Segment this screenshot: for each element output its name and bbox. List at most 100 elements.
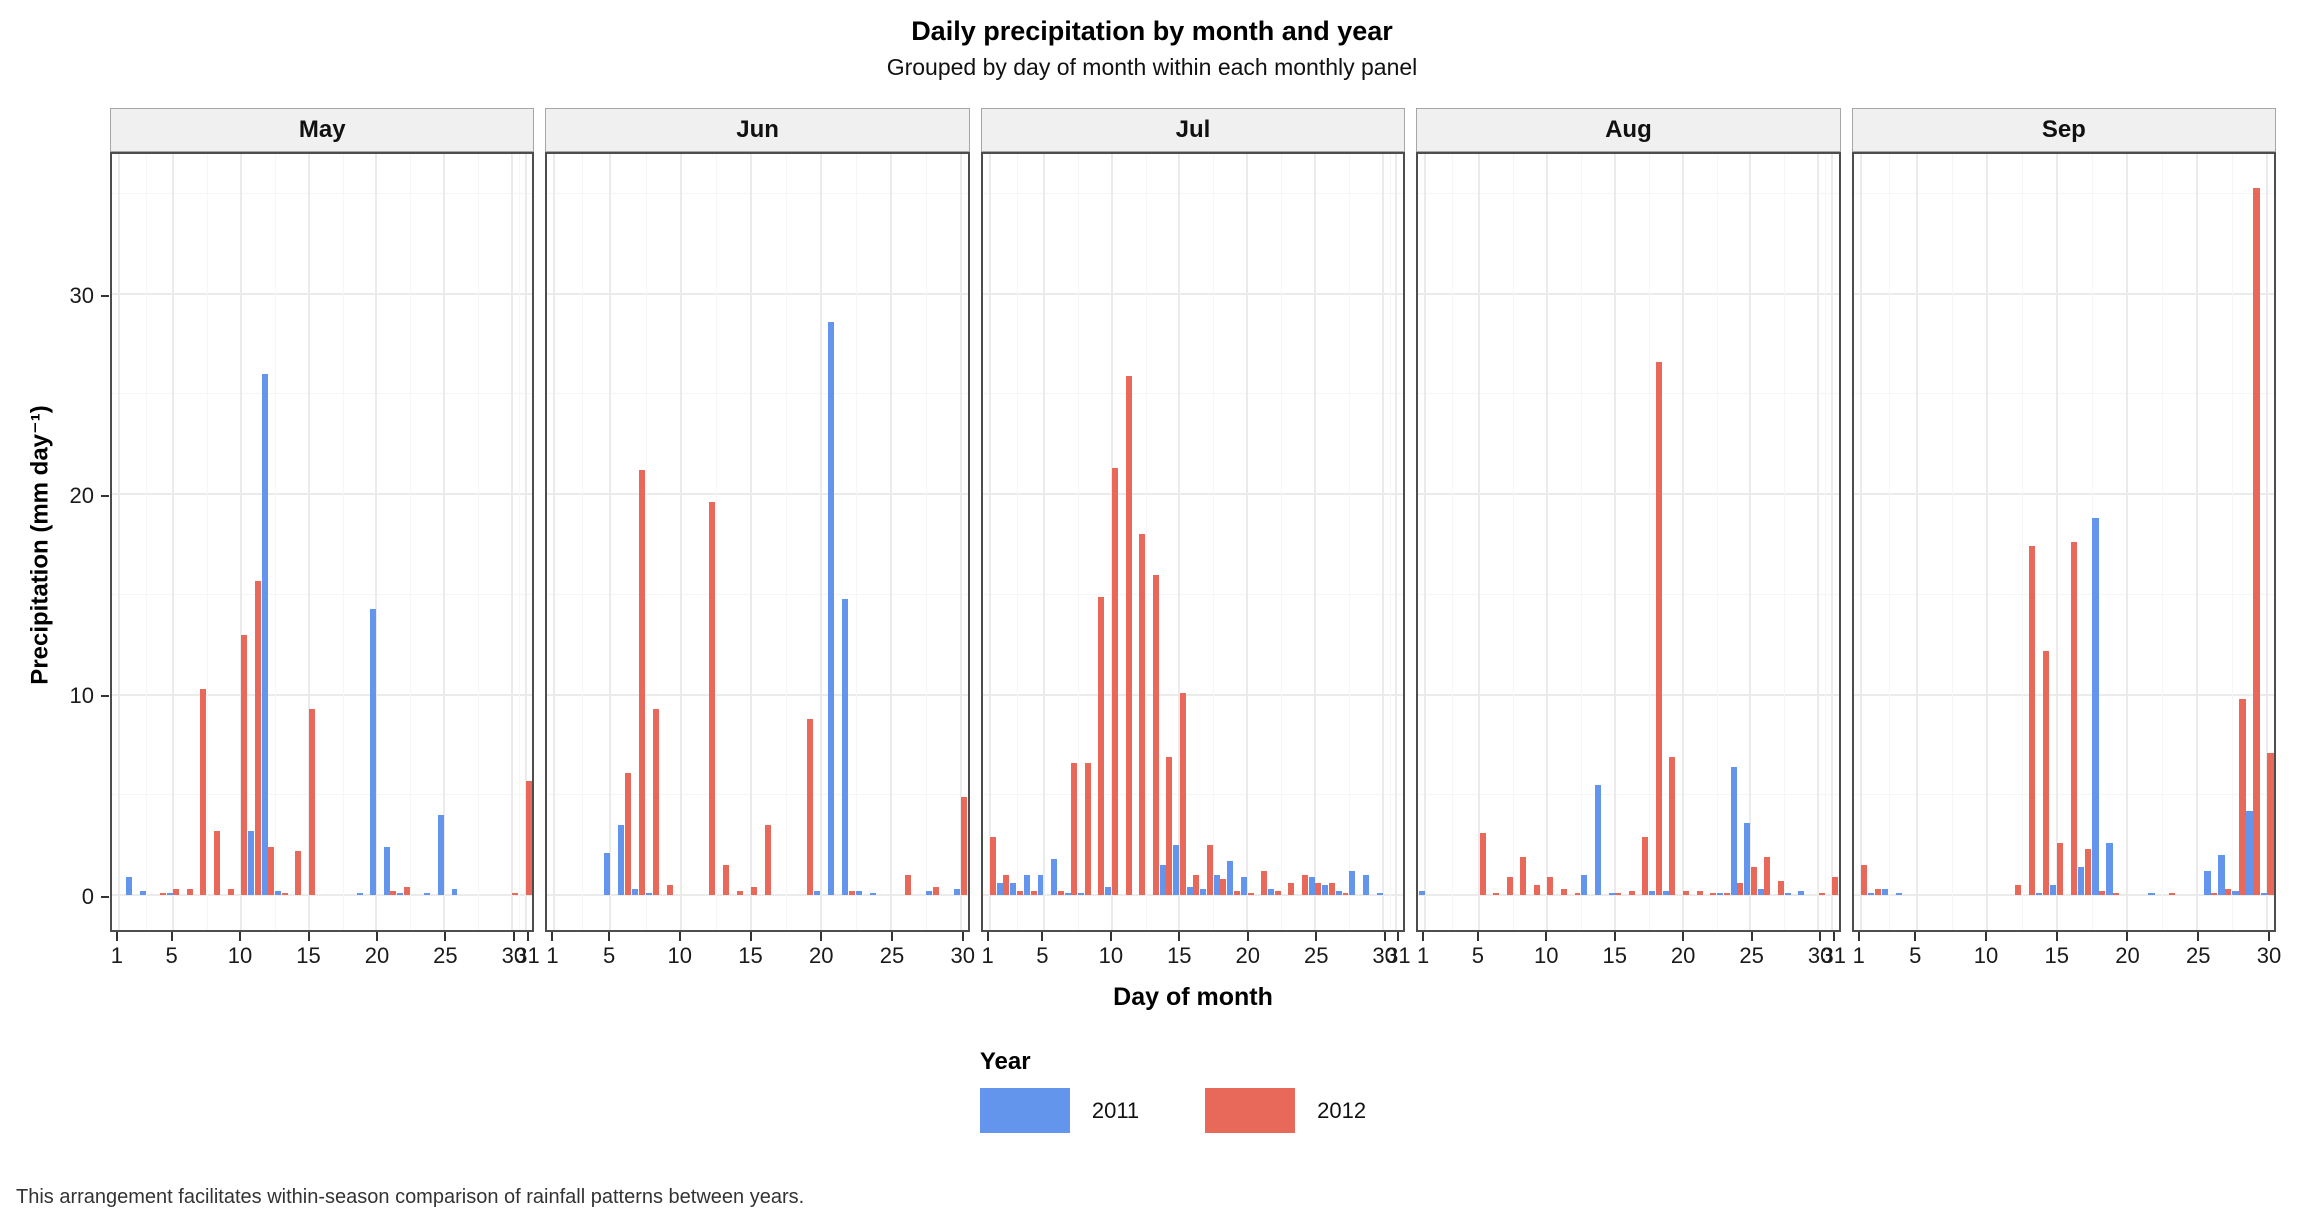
bar-2012-jun-d16 bbox=[764, 824, 772, 895]
gridline-x-major bbox=[609, 154, 612, 930]
legend-entry-2011: 2011 bbox=[979, 1088, 1139, 1133]
x-tick-label: 20 bbox=[1235, 943, 1260, 968]
x-tick-mark bbox=[608, 932, 611, 941]
facet-panel bbox=[1851, 152, 2277, 932]
bar-2012-may-d10 bbox=[241, 634, 248, 895]
bar-2012-jul-d16 bbox=[1193, 874, 1200, 895]
gridline-y-major bbox=[982, 693, 1404, 696]
bar-2012-sep-d12 bbox=[2015, 885, 2022, 895]
gridline-y-minor bbox=[1418, 192, 1839, 194]
bar-2012-may-d9 bbox=[227, 889, 234, 895]
bar-2011-jul-d15 bbox=[1173, 844, 1180, 895]
bar-2012-aug-d18 bbox=[1655, 362, 1662, 895]
bar-2012-jun-d14 bbox=[736, 891, 744, 895]
gridline-x-minor bbox=[1825, 154, 1827, 930]
bar-2011-may-d20 bbox=[370, 608, 377, 895]
bar-2012-jun-d19 bbox=[807, 718, 814, 895]
x-tick-label: 5 bbox=[1909, 943, 1922, 968]
bar-2011-may-d26 bbox=[451, 889, 458, 895]
bar-2011-aug-d15 bbox=[1608, 893, 1615, 895]
facet-strip-label: Jul bbox=[980, 108, 1406, 152]
gridline-x-major bbox=[1817, 154, 1820, 930]
x-tick-mark bbox=[551, 932, 554, 941]
bar-2012-sep-d26 bbox=[2211, 893, 2218, 895]
gridline-x-minor bbox=[2161, 154, 2163, 930]
y-tick-mark bbox=[101, 294, 109, 297]
gridline-y-major bbox=[112, 693, 533, 696]
gridline-x-minor bbox=[1784, 154, 1786, 930]
gridline-y-minor bbox=[982, 593, 1404, 595]
bar-2012-aug-d21 bbox=[1696, 891, 1703, 895]
gridline-x-minor bbox=[145, 154, 147, 930]
gridline-x-major bbox=[443, 154, 446, 930]
x-tick-mark bbox=[512, 932, 515, 941]
gridline-x-major bbox=[1314, 154, 1317, 930]
facet-sep: Sep 1 5 10 15 20 25 30 bbox=[1851, 108, 2281, 974]
x-tick-mark bbox=[891, 932, 893, 941]
bar-2011-jul-d22 bbox=[1268, 889, 1275, 895]
x-tick-label: 31 bbox=[1386, 943, 1411, 968]
gridline-y-major bbox=[1418, 894, 1839, 896]
bar-2012-jul-d22 bbox=[1274, 891, 1281, 895]
bar-2012-jul-d6 bbox=[1057, 891, 1064, 895]
gridline-y-minor bbox=[1853, 393, 2275, 395]
x-tick-label: 10 bbox=[227, 943, 253, 968]
bar-2011-sep-d15 bbox=[2050, 885, 2057, 895]
x-tick-label: 1 bbox=[546, 943, 559, 968]
gridline-y-minor bbox=[547, 593, 968, 595]
bar-2012-jun-d6 bbox=[624, 772, 631, 895]
legend: Year 2011 2012 bbox=[110, 1048, 2276, 1133]
x-tick-mark bbox=[375, 932, 378, 941]
bar-2012-may-d4 bbox=[159, 893, 166, 895]
bar-2011-jun-d5 bbox=[603, 852, 611, 895]
gridline-x-minor bbox=[518, 154, 520, 930]
gridline-x-major bbox=[511, 154, 514, 930]
bar-2011-sep-d29 bbox=[2246, 810, 2253, 895]
gridline-x-minor bbox=[1580, 154, 1582, 930]
y-tick-mark bbox=[101, 494, 109, 497]
bar-2011-jul-d28 bbox=[1349, 870, 1356, 895]
x-tick-mark bbox=[1476, 932, 1479, 941]
legend-title: Year bbox=[979, 1048, 1031, 1075]
gridline-x-major bbox=[1613, 154, 1616, 930]
gridline-x-major bbox=[1395, 154, 1398, 930]
x-tick-label: 20 bbox=[809, 943, 834, 968]
bar-2011-jul-d20 bbox=[1240, 876, 1247, 895]
x-tick-label: 20 bbox=[1670, 943, 1696, 968]
gridline-x-minor bbox=[582, 154, 584, 930]
gridline-y-major bbox=[1418, 493, 1839, 496]
gridline-y-minor bbox=[1418, 393, 1839, 395]
x-tick-mark bbox=[2267, 932, 2270, 941]
gridline-x-major bbox=[749, 154, 752, 930]
x-tick-mark bbox=[820, 932, 823, 941]
x-tick-label: 10 bbox=[667, 943, 693, 968]
bar-2012-jul-d4 bbox=[1030, 891, 1037, 895]
bar-2012-sep-d16 bbox=[2071, 542, 2078, 895]
gridline-y-major bbox=[982, 894, 1404, 896]
gridline-y-major bbox=[547, 293, 968, 296]
x-tick-mark bbox=[307, 932, 310, 941]
bar-2012-aug-d30 bbox=[1818, 893, 1825, 895]
x-tick-label: 30 bbox=[1372, 943, 1397, 968]
bar-2012-jun-d28 bbox=[933, 887, 940, 895]
bar-2012-jul-d21 bbox=[1261, 870, 1268, 895]
bar-2011-sep-d26 bbox=[2204, 870, 2211, 895]
gridline-y-minor bbox=[112, 192, 533, 194]
gridline-x-minor bbox=[645, 154, 647, 930]
facet-strip-label: Jun bbox=[545, 108, 970, 152]
x-tick-mark bbox=[1985, 932, 1988, 941]
x-axis: 1 5 10 15 20 25 30 31 bbox=[981, 932, 1411, 974]
bar-2011-jul-d17 bbox=[1200, 889, 1207, 895]
gridline-x-minor bbox=[2021, 154, 2023, 930]
bar-2012-jul-d26 bbox=[1328, 882, 1335, 895]
bar-2012-jun-d13 bbox=[722, 864, 730, 895]
bar-2012-aug-d25 bbox=[1750, 866, 1757, 895]
bar-2012-aug-d8 bbox=[1520, 856, 1527, 895]
gridline-y-major bbox=[1853, 293, 2275, 296]
chart-subtitle: Grouped by day of month within each mont… bbox=[886, 54, 1418, 80]
gridline-x-minor bbox=[274, 154, 276, 930]
bar-2012-aug-d23 bbox=[1723, 893, 1730, 895]
bar-2011-jul-d30 bbox=[1376, 893, 1383, 895]
gridline-y-minor bbox=[1853, 793, 2275, 795]
bar-2012-sep-d17 bbox=[2085, 848, 2092, 895]
